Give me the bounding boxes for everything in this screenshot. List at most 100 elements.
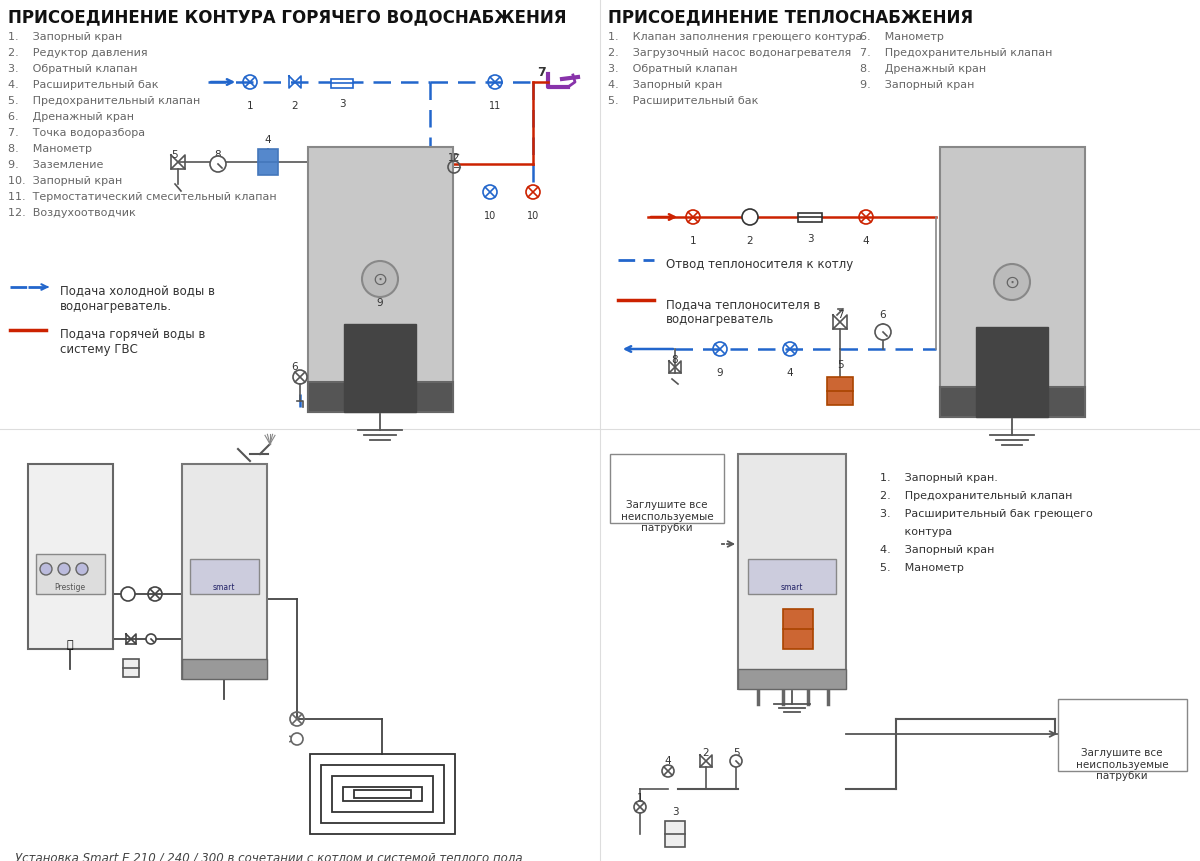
Text: 10: 10: [484, 211, 496, 220]
Text: 6: 6: [292, 362, 299, 372]
Bar: [738, 669, 846, 689]
Text: 6.    Манометр: 6. Манометр: [860, 32, 944, 42]
Text: 4: 4: [665, 755, 671, 765]
Bar: [182, 660, 266, 679]
Bar: [940, 148, 1085, 418]
Text: Заглушите все
неиспользуемые
патрубки: Заглушите все неиспользуемые патрубки: [1075, 747, 1169, 780]
Text: 10.  Запорный кран: 10. Запорный кран: [8, 176, 122, 186]
Circle shape: [40, 563, 52, 575]
Text: 2: 2: [292, 101, 299, 111]
Bar: [308, 148, 454, 412]
Text: 11: 11: [488, 101, 502, 111]
Text: 4: 4: [787, 368, 793, 378]
Text: 4: 4: [265, 135, 271, 145]
Text: 2.    Редуктор давления: 2. Редуктор давления: [8, 48, 148, 58]
Text: 3: 3: [338, 99, 346, 108]
Text: ПРИСОЕДИНЕНИЕ КОНТУРА ГОРЯЧЕГО ВОДОСНАБЖЕНИЯ: ПРИСОЕДИНЕНИЕ КОНТУРА ГОРЯЧЕГО ВОДОСНАБЖ…: [8, 8, 566, 26]
Text: 9: 9: [716, 368, 724, 378]
Text: 9.    Запорный кран: 9. Запорный кран: [860, 80, 974, 90]
Bar: [748, 560, 836, 594]
Text: 3.    Обратный клапан: 3. Обратный клапан: [8, 64, 138, 74]
Text: Prestige: Prestige: [54, 582, 85, 592]
Bar: [344, 325, 416, 412]
Circle shape: [76, 563, 88, 575]
Circle shape: [730, 755, 742, 767]
Text: 2: 2: [703, 747, 709, 757]
Text: 3: 3: [672, 806, 678, 816]
Text: 8.    Дренажный кран: 8. Дренажный кран: [860, 64, 986, 74]
Text: 7: 7: [836, 310, 844, 319]
Text: ⊙: ⊙: [372, 270, 388, 288]
Text: 6.    Дренажный кран: 6. Дренажный кран: [8, 112, 134, 122]
Bar: [308, 382, 454, 412]
Text: 5: 5: [170, 150, 178, 160]
FancyBboxPatch shape: [1058, 699, 1187, 771]
Text: 5: 5: [836, 360, 844, 369]
Text: 5.    Предохранительный клапан: 5. Предохранительный клапан: [8, 96, 200, 106]
Text: 1: 1: [247, 101, 253, 111]
Text: 2.    Предохранительный клапан: 2. Предохранительный клапан: [880, 491, 1073, 500]
Bar: [322, 765, 444, 823]
Text: 8.    Манометр: 8. Манометр: [8, 144, 92, 154]
Text: 9: 9: [377, 298, 383, 307]
Text: ПРИСОЕДИНЕНИЕ ТЕПЛОСНАБЖЕНИЯ: ПРИСОЕДИНЕНИЕ ТЕПЛОСНАБЖЕНИЯ: [608, 8, 973, 26]
Bar: [827, 378, 853, 406]
Circle shape: [146, 635, 156, 644]
Circle shape: [994, 264, 1030, 300]
Text: Отвод теплоносителя к котлу: Отвод теплоносителя к котлу: [666, 257, 853, 270]
Circle shape: [58, 563, 70, 575]
Circle shape: [210, 157, 226, 173]
Text: 5: 5: [733, 747, 739, 757]
Text: Установка Smart E 210 / 240 / 300 в сочетании с котлом и системой теплого пола.: Установка Smart E 210 / 240 / 300 в соче…: [14, 851, 527, 861]
Text: Подача теплоносителя в
водонагреватель: Подача теплоносителя в водонагреватель: [666, 298, 821, 325]
Bar: [354, 790, 410, 798]
Text: 1: 1: [637, 792, 643, 802]
Text: 7.    Предохранительный клапан: 7. Предохранительный клапан: [860, 48, 1052, 58]
Text: 1.    Запорный кран: 1. Запорный кран: [8, 32, 122, 42]
Text: 1.    Клапан заполнения греющего контура: 1. Клапан заполнения греющего контура: [608, 32, 863, 42]
FancyBboxPatch shape: [610, 455, 724, 523]
Text: 5.    Манометр: 5. Манометр: [880, 562, 964, 573]
Bar: [310, 754, 455, 834]
Bar: [332, 776, 433, 812]
Text: 4: 4: [863, 236, 869, 245]
Text: 10: 10: [527, 211, 539, 220]
Text: 9.    Заземление: 9. Заземление: [8, 160, 103, 170]
Bar: [182, 464, 266, 679]
Text: Подача холодной воды в
водонагреватель.: Подача холодной воды в водонагреватель.: [60, 285, 215, 313]
Text: 8: 8: [672, 355, 678, 364]
Text: 2.    Загрузочный насос водонагревателя: 2. Загрузочный насос водонагревателя: [608, 48, 851, 58]
Circle shape: [875, 325, 890, 341]
Text: 3: 3: [806, 233, 814, 244]
Bar: [28, 464, 113, 649]
Text: 4.    Запорный кран: 4. Запорный кран: [880, 544, 995, 554]
Text: 3.    Обратный клапан: 3. Обратный клапан: [608, 64, 738, 74]
Bar: [190, 560, 259, 594]
Circle shape: [292, 734, 302, 745]
Text: ⊙: ⊙: [1004, 274, 1020, 292]
Bar: [798, 214, 822, 223]
Text: 11.  Термостатический смесительный клапан: 11. Термостатический смесительный клапан: [8, 192, 277, 201]
Text: 5.    Расширительный бак: 5. Расширительный бак: [608, 96, 758, 106]
Bar: [343, 787, 422, 801]
Text: 4.    Запорный кран: 4. Запорный кран: [608, 80, 722, 90]
Text: smart: smart: [212, 582, 235, 592]
Text: 1.    Запорный кран.: 1. Запорный кран.: [880, 473, 998, 482]
Text: 7: 7: [536, 66, 545, 79]
Circle shape: [742, 210, 758, 226]
Circle shape: [121, 587, 134, 601]
Text: 12.  Воздухоотводчик: 12. Воздухоотводчик: [8, 208, 136, 218]
Bar: [784, 610, 814, 649]
Text: 7.    Точка водоразбора: 7. Точка водоразбора: [8, 127, 145, 138]
Circle shape: [362, 262, 398, 298]
Text: 8: 8: [215, 150, 221, 160]
Text: 3.    Расширительный бак греющего: 3. Расширительный бак греющего: [880, 508, 1093, 518]
Bar: [124, 660, 139, 678]
Text: 1: 1: [690, 236, 696, 245]
Bar: [36, 554, 106, 594]
Text: 4.    Расширительный бак: 4. Расширительный бак: [8, 80, 158, 90]
Text: Подача горячей воды в
систему ГВС: Подача горячей воды в систему ГВС: [60, 328, 205, 356]
Text: smart: smart: [781, 582, 803, 592]
Text: 🔥: 🔥: [67, 639, 73, 649]
Text: 6: 6: [880, 310, 887, 319]
